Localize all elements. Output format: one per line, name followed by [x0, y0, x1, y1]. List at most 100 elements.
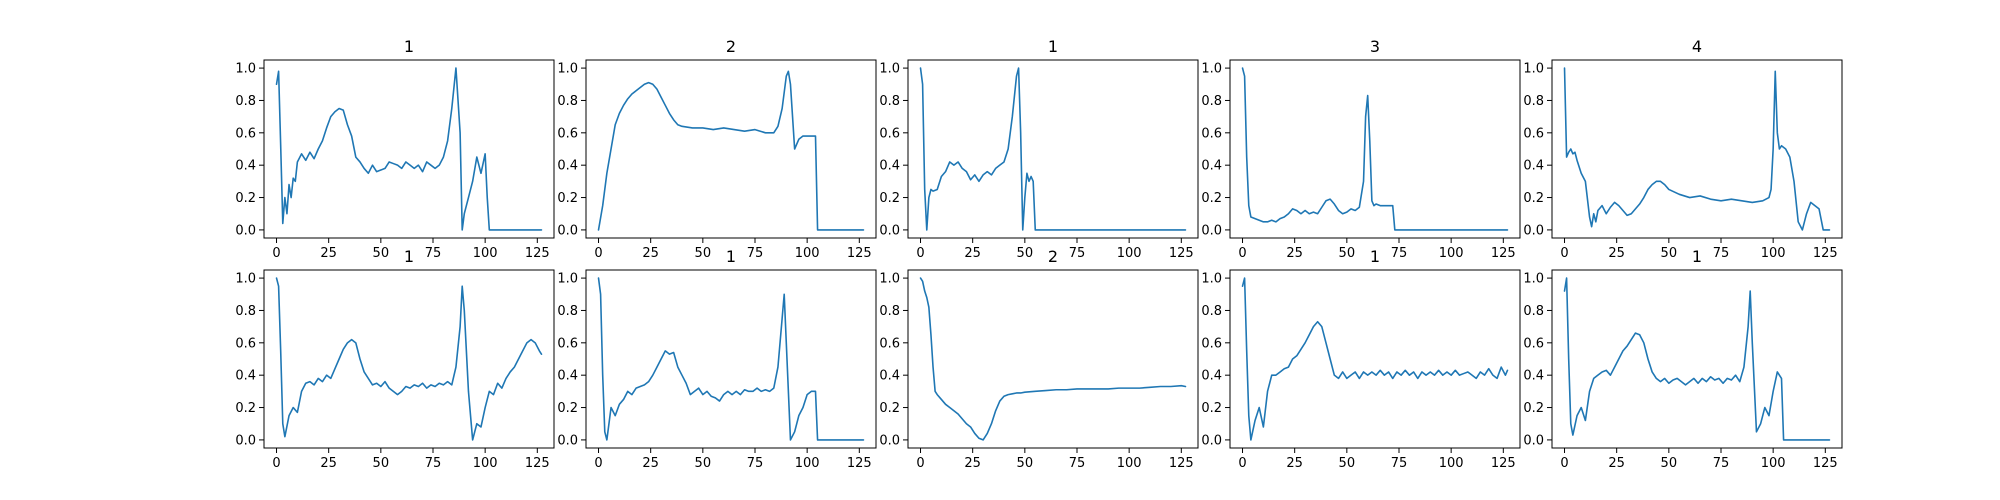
x-tick-label: 75	[1713, 456, 1730, 471]
y-tick-label: 0.0	[1523, 433, 1544, 448]
x-tick-label: 100	[1761, 246, 1786, 261]
y-tick-label: 0.2	[235, 191, 256, 206]
x-tick-label: 25	[642, 246, 659, 261]
y-tick-label: 0.8	[235, 94, 256, 109]
x-tick-label: 125	[847, 246, 872, 261]
x-tick-label: 100	[1117, 456, 1142, 471]
x-tick-label: 50	[1017, 456, 1034, 471]
y-tick-label: 0.2	[1201, 191, 1222, 206]
y-tick-label: 1.0	[557, 62, 578, 77]
axes-frame	[1229, 269, 1521, 449]
y-tick-label: 0.6	[1201, 126, 1222, 141]
x-tick-label: 0	[272, 456, 280, 471]
y-tick-label: 1.0	[879, 272, 900, 287]
y-tick-label: 1.0	[557, 272, 578, 287]
y-tick-label: 0.8	[879, 304, 900, 319]
x-tick-label: 0	[1238, 246, 1246, 261]
chart-panel-3: 1 0.0 0.2 0.4 0.6 0.8 1.0 0 25 50 75 100 125	[879, 37, 1199, 261]
x-tick-label: 50	[373, 246, 390, 261]
series-line	[597, 70, 865, 231]
y-tick-label: 0.0	[1201, 433, 1222, 448]
chart-panel-4: 3 0.0 0.2 0.4 0.6 0.8 1.0 0 25 50 75 100 125	[1201, 37, 1521, 261]
y-tick-label: 0.4	[1523, 159, 1544, 174]
y-tick-label: 0.4	[235, 369, 256, 384]
chart-title: 1	[1048, 37, 1058, 56]
x-tick-label: 125	[847, 456, 872, 471]
chart-panel-5: 4 0.0 0.2 0.4 0.6 0.8 1.0 0 25 50 75 100 125	[1523, 37, 1843, 261]
axes-frame	[907, 59, 1199, 239]
axes-frame	[1551, 59, 1843, 239]
series-line	[1241, 277, 1509, 441]
y-tick-label: 0.0	[1523, 223, 1544, 238]
y-tick-label: 0.4	[879, 159, 900, 174]
y-tick-label: 0.6	[235, 336, 256, 351]
chart-panel-6: 1 0.0 0.2 0.4 0.6 0.8 1.0 0 25 50 75 100 125	[235, 247, 555, 471]
axes-frame	[585, 269, 877, 449]
y-tick-label: 0.6	[235, 126, 256, 141]
axes-frame	[1229, 59, 1521, 239]
x-tick-label: 100	[1439, 246, 1464, 261]
y-tick-label: 0.0	[557, 433, 578, 448]
x-tick-label: 100	[1439, 456, 1464, 471]
series-line	[597, 277, 865, 441]
x-tick-label: 0	[916, 456, 924, 471]
y-tick-label: 0.4	[557, 369, 578, 384]
y-tick-label: 0.6	[557, 126, 578, 141]
series-line	[1241, 67, 1509, 231]
x-tick-label: 50	[1339, 246, 1356, 261]
x-tick-label: 75	[425, 456, 442, 471]
x-tick-label: 25	[964, 456, 981, 471]
y-tick-label: 0.2	[1523, 401, 1544, 416]
axes-frame	[907, 269, 1199, 449]
x-tick-label: 0	[594, 246, 602, 261]
y-tick-label: 1.0	[1201, 272, 1222, 287]
y-tick-label: 0.0	[557, 223, 578, 238]
x-tick-label: 100	[1117, 246, 1142, 261]
chart-panel-10: 1 0.0 0.2 0.4 0.6 0.8 1.0 0 25 50 75 100 125	[1523, 247, 1843, 471]
y-tick-label: 0.4	[879, 369, 900, 384]
x-tick-label: 125	[525, 456, 550, 471]
chart-title: 2	[726, 37, 736, 56]
y-tick-label: 0.2	[557, 191, 578, 206]
x-tick-label: 50	[1017, 246, 1034, 261]
x-tick-label: 125	[1813, 246, 1838, 261]
x-tick-label: 125	[1491, 456, 1516, 471]
y-tick-label: 0.4	[557, 159, 578, 174]
x-tick-label: 50	[373, 456, 390, 471]
x-tick-label: 25	[964, 246, 981, 261]
chart-title: 1	[1692, 247, 1702, 266]
x-tick-label: 25	[1608, 246, 1625, 261]
y-tick-label: 0.0	[879, 433, 900, 448]
y-tick-label: 0.8	[1201, 304, 1222, 319]
y-tick-label: 0.2	[879, 191, 900, 206]
x-tick-label: 125	[1169, 456, 1194, 471]
x-tick-label: 100	[473, 246, 498, 261]
x-tick-label: 125	[525, 246, 550, 261]
y-tick-label: 0.2	[557, 401, 578, 416]
y-tick-label: 0.6	[879, 336, 900, 351]
chart-panel-8: 2 0.0 0.2 0.4 0.6 0.8 1.0 0 25 50 75 100 125	[879, 247, 1199, 471]
x-tick-label: 25	[1286, 246, 1303, 261]
x-tick-label: 25	[320, 456, 337, 471]
x-tick-label: 50	[1339, 456, 1356, 471]
y-tick-label: 0.0	[879, 223, 900, 238]
y-tick-label: 1.0	[235, 272, 256, 287]
y-tick-label: 0.2	[235, 401, 256, 416]
series-line	[1563, 277, 1831, 441]
x-tick-label: 75	[747, 456, 764, 471]
x-tick-label: 50	[695, 456, 712, 471]
axes-frame	[1551, 269, 1843, 449]
x-tick-label: 0	[1560, 246, 1568, 261]
y-tick-label: 0.2	[1201, 401, 1222, 416]
y-tick-label: 0.8	[557, 94, 578, 109]
chart-panel-2: 2 0.0 0.2 0.4 0.6 0.8 1.0 0 25 50 75 100 125	[557, 37, 877, 261]
x-tick-label: 25	[1608, 456, 1625, 471]
x-tick-label: 100	[1761, 456, 1786, 471]
axes-frame	[585, 59, 877, 239]
chart-panel-9: 1 0.0 0.2 0.4 0.6 0.8 1.0 0 25 50 75 100 125	[1201, 247, 1521, 471]
series-line	[275, 277, 543, 441]
y-tick-label: 0.8	[1201, 94, 1222, 109]
x-tick-label: 0	[916, 246, 924, 261]
chart-title: 3	[1370, 37, 1380, 56]
y-tick-label: 0.4	[1523, 369, 1544, 384]
